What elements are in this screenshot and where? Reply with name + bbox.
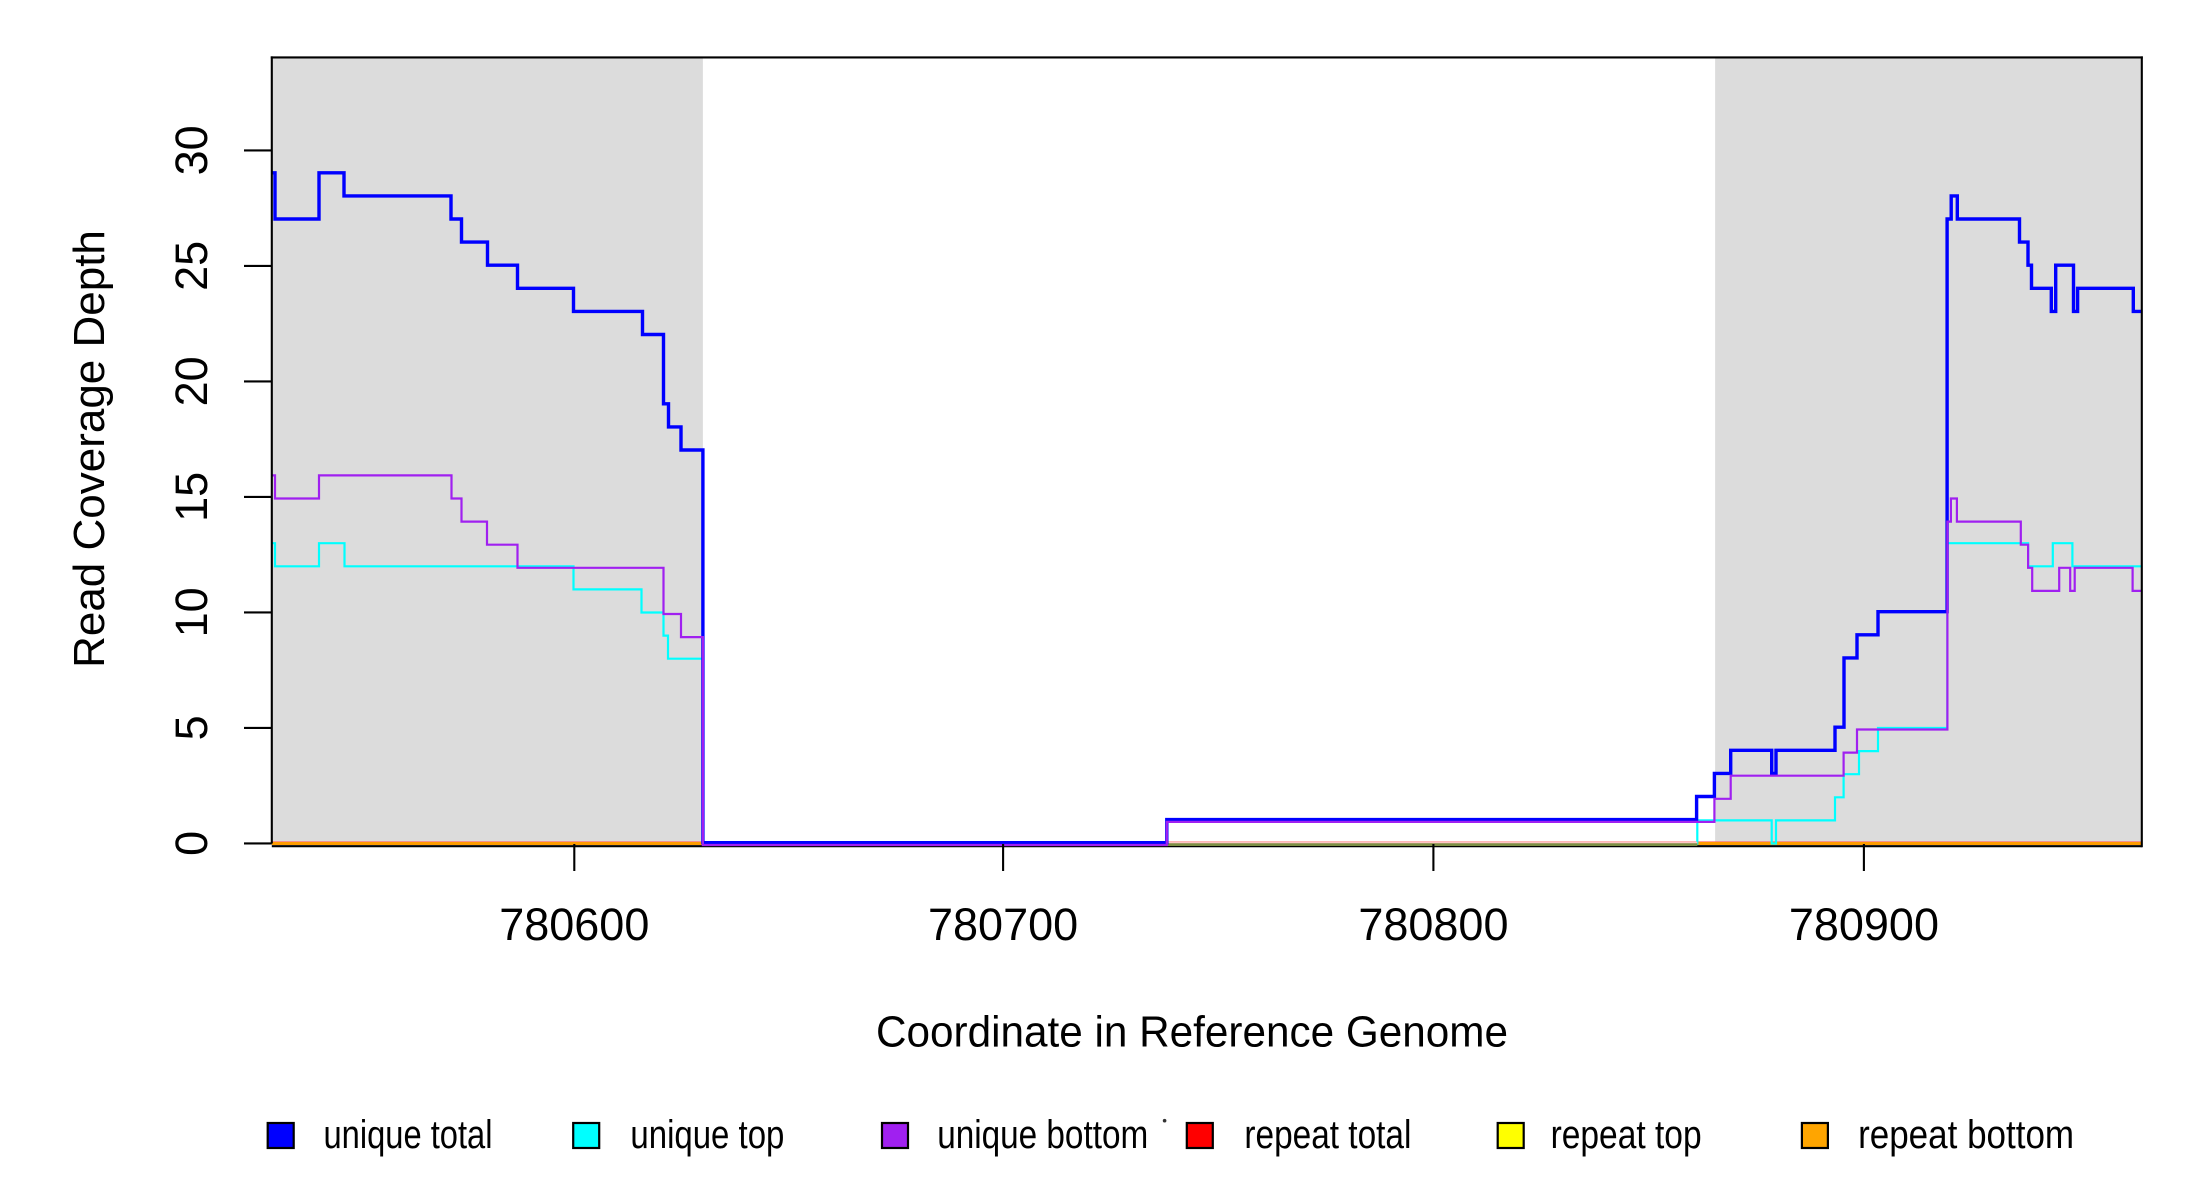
svg-text:5: 5 <box>166 715 217 740</box>
svg-text:Coordinate in Reference Genome: Coordinate in Reference Genome <box>876 1008 1508 1057</box>
svg-text:Read Coverage Depth: Read Coverage Depth <box>65 230 114 668</box>
svg-text:20: 20 <box>166 356 217 406</box>
svg-text:repeat top: repeat top <box>1551 1113 1702 1157</box>
svg-text:15: 15 <box>166 472 217 522</box>
svg-text:unique bottom: unique bottom <box>937 1113 1148 1157</box>
svg-text:780900: 780900 <box>1789 899 1939 950</box>
svg-text:unique top: unique top <box>630 1113 784 1157</box>
svg-text:25: 25 <box>166 241 217 291</box>
svg-text:30: 30 <box>166 125 217 175</box>
svg-text:780800: 780800 <box>1358 899 1508 950</box>
svg-text:10: 10 <box>166 587 217 637</box>
svg-text:repeat bottom: repeat bottom <box>1858 1113 2074 1157</box>
svg-text:unique total: unique total <box>324 1113 493 1157</box>
svg-text:0: 0 <box>166 831 217 856</box>
svg-text:780600: 780600 <box>499 899 649 950</box>
svg-text:repeat total: repeat total <box>1244 1113 1411 1157</box>
svg-text:780700: 780700 <box>928 899 1078 950</box>
